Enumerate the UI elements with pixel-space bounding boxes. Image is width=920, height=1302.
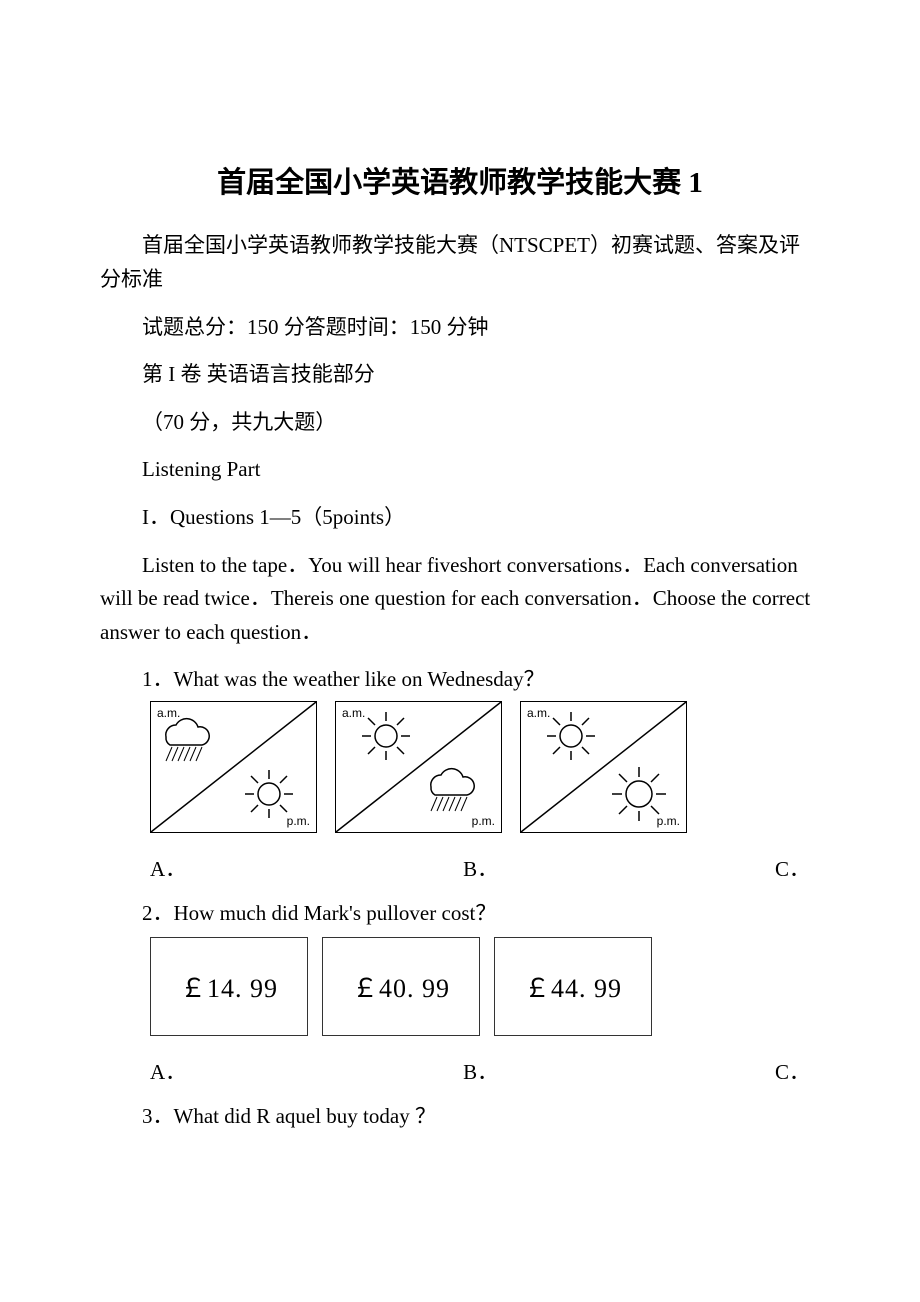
option-c-label: C． — [775, 853, 810, 883]
q1-option-b-image: a.m. p.m. — [335, 701, 502, 833]
question-2: 2．How much did Mark's pullover cost？ — [100, 897, 820, 927]
weather-sun-sun-icon — [521, 702, 686, 832]
q1-options-images: a.m. p.m. — [150, 701, 820, 833]
q2-option-a-price: ￡14. 99 — [150, 937, 308, 1036]
option-b-label: B． — [463, 1056, 498, 1086]
intro-points: （70 分，共九大题） — [100, 406, 820, 440]
question-3: 3．What did R aquel buy today ？ — [100, 1100, 820, 1130]
weather-rain-sun-icon — [151, 702, 316, 832]
section-heading: I．Questions 1—5（5points） — [100, 501, 820, 535]
q2-options-images: ￡14. 99 ￡40. 99 ￡44. 99 — [150, 937, 820, 1036]
instructions: Listen to the tape．You will hear fivesho… — [100, 549, 820, 650]
q2-option-b-price: ￡40. 99 — [322, 937, 480, 1036]
q1-option-letters: A． B． C． — [100, 853, 820, 883]
page-title: 首届全国小学英语教师教学技能大赛 1 — [100, 159, 820, 201]
question-1: 1．What was the weather like on Wednesday… — [100, 663, 820, 693]
option-a-label: A． — [150, 1056, 186, 1086]
listening-part-label: Listening Part — [100, 453, 820, 487]
option-b-label: B． — [463, 853, 498, 883]
q2-option-c-price: ￡44. 99 — [494, 937, 652, 1036]
intro-paragraph-1: 首届全国小学英语教师教学技能大赛（NTSCPET）初赛试题、答案及评分标准 — [100, 229, 820, 296]
intro-part: 第 I 卷 英语语言技能部分 — [100, 358, 820, 392]
weather-sun-rain-icon — [336, 702, 501, 832]
q2-option-letters: A． B． C． — [100, 1056, 820, 1086]
q1-option-c-image: a.m. p.m. — [520, 701, 687, 833]
document-page: 首届全国小学英语教师教学技能大赛 1 首届全国小学英语教师教学技能大赛（NTSC… — [0, 0, 920, 1198]
q1-option-a-image: a.m. p.m. — [150, 701, 317, 833]
intro-scores: 试题总分：150 分答题时间：150 分钟 — [100, 311, 820, 345]
option-a-label: A． — [150, 853, 186, 883]
option-c-label: C． — [775, 1056, 810, 1086]
